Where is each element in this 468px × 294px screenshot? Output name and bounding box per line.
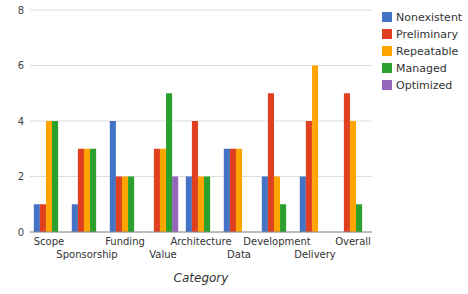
legend-swatch [382,12,392,22]
x-axis-label: Category [174,271,230,285]
x-tick-label: Funding [105,236,145,247]
series-bars [46,66,356,233]
bar [40,204,46,232]
bar [154,149,160,232]
bar [166,93,172,232]
bars [34,66,362,233]
series-bars [172,177,178,233]
legend: Nonexistent Preliminary Repeatable Managed O… [382,11,463,92]
legend-label: Managed [396,62,447,75]
x-tick-label: Sponsorship [56,249,117,260]
grid-line [30,232,372,233]
y-tick-label: 2 [18,171,24,182]
grid-line [30,10,372,11]
bar [204,177,210,233]
series-bars [52,93,362,232]
bar [306,121,312,232]
bar [268,93,274,232]
bar [280,204,286,232]
x-tick-label: Data [227,249,251,260]
bar [300,177,306,233]
bar [116,177,122,233]
bar [72,204,78,232]
legend-label: Repeatable [396,45,458,58]
bar [78,149,84,232]
bar [236,149,242,232]
y-tick-label: 4 [18,116,24,127]
x-tick-label: Architecture [170,236,231,247]
x-tick-label: Development [243,236,310,247]
page: {"chart_data": {"type": "bar", "x_label"… [0,0,468,294]
x-axis-line [30,232,372,233]
bar [192,121,198,232]
bar [186,177,192,233]
legend-swatch [382,63,392,73]
y-grid [30,10,372,232]
bar [122,177,128,233]
bar [312,66,318,233]
legend-label: Preliminary [396,28,459,41]
bar [160,149,166,232]
bar [52,121,58,232]
x-tick-label: Value [149,249,176,260]
x-tick-label: Scope [34,236,64,247]
bar [34,204,40,232]
bar [350,121,356,232]
bar [90,149,96,232]
legend-swatch [382,29,392,39]
y-tick-label: 8 [18,5,24,16]
x-tick-label: Overall [335,236,371,247]
bar [230,149,236,232]
bar [356,204,362,232]
legend-swatch [382,80,392,90]
y-tick-label: 0 [18,227,24,238]
bar [128,177,134,233]
grid-line [30,65,372,66]
bar [172,177,178,233]
bar [46,121,52,232]
legend-label: Optimized [396,79,452,92]
legend-swatch [382,46,392,56]
bar [224,149,230,232]
bar [274,177,280,233]
chart: 0 2 4 6 8 Scope Sponsorship Funding Value Archite… [0,0,468,294]
bar [262,177,268,233]
bar [198,177,204,233]
grid-line [30,121,372,122]
bar [110,121,116,232]
bar [344,93,350,232]
y-tick-label: 6 [18,60,24,71]
bar [84,149,90,232]
x-tick-label: Delivery [294,249,336,260]
legend-label: Nonexistent [396,11,463,24]
series-bars [40,93,350,232]
